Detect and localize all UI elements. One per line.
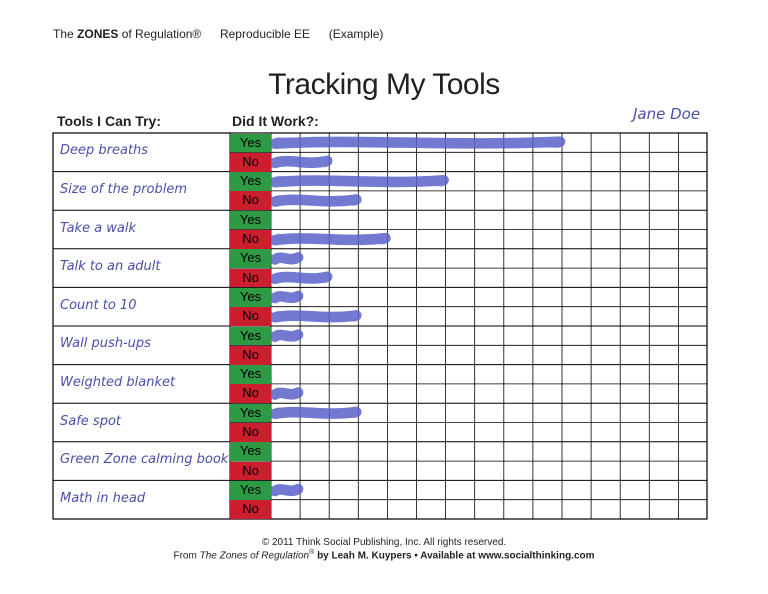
tool-label: Green Zone calming book [60,452,229,468]
yes-cell: Yes [230,403,271,423]
tool-label: Size of the problem [60,181,188,197]
no-cell: No [230,191,271,211]
yes-cell: Yes [230,210,271,230]
tally-mark [269,155,333,169]
footer-rest: by Leah M. Kuypers • Available at www.so… [317,550,595,562]
no-cell: No [230,500,271,519]
no-cell: No [230,230,271,249]
tally-mark [269,174,449,188]
student-name: Jane Doe [633,105,701,123]
header-prefix: The [53,27,74,41]
tally-mark [269,406,362,420]
tool-label: Deep breaths [60,143,149,159]
tally-mark [269,310,362,323]
tally-mark [269,290,304,304]
tally-mark [269,232,391,246]
no-cell: No [230,461,271,481]
tally-mark [269,194,362,207]
tool-label: Take a walk [60,220,137,236]
tally-mark [269,252,304,265]
yes-cell: Yes [230,172,271,191]
yes-cell: Yes [230,249,271,269]
header-doc-code: Reproducible EE [219,27,311,41]
no-cell: No [230,307,271,326]
tool-label: Count to 10 [60,297,137,313]
tally-mark [269,329,304,342]
yes-cell: Yes [230,326,271,346]
tally-mark [269,136,566,149]
no-cell: No [230,268,271,288]
yes-cell: Yes [230,480,271,500]
tally-mark [269,483,304,497]
footer-copyright: © 2011 Think Social Publishing, Inc. All… [261,537,507,548]
tally-mark [269,271,333,285]
footer-book-title: The Zones of Regulation [199,550,310,562]
tool-label: Weighted blanket [60,374,176,390]
no-cell: No [230,384,271,404]
page-title: Tracking My Tools [268,68,500,101]
no-cell: No [230,423,271,442]
no-cell: No [230,152,271,172]
tool-label: Talk to an adult [60,259,161,275]
yes-cell: Yes [230,287,271,307]
header-suffix: of Regulation® [121,27,202,41]
footer-from: From [173,550,197,562]
page-header: The ZONES of Regulation® Reproducible EE… [53,27,383,41]
tool-label: Math in head [60,490,146,506]
footer-reg: ® [309,549,315,556]
yes-cell: Yes [230,133,271,153]
tool-label: Wall push-ups [60,336,151,352]
tools-column-heading: Tools I Can Try: [57,113,161,129]
header-example: (Example) [328,27,384,41]
tally-mark [269,387,304,400]
result-column-heading: Did It Work?: [232,113,319,129]
footer-source: From The Zones of Regulation® by Leah M.… [0,549,768,561]
no-cell: No [230,345,271,365]
yes-cell: Yes [230,365,271,384]
yes-cell: Yes [230,442,271,462]
tool-label: Safe spot [60,413,122,429]
header-brand: ZONES [77,27,119,41]
